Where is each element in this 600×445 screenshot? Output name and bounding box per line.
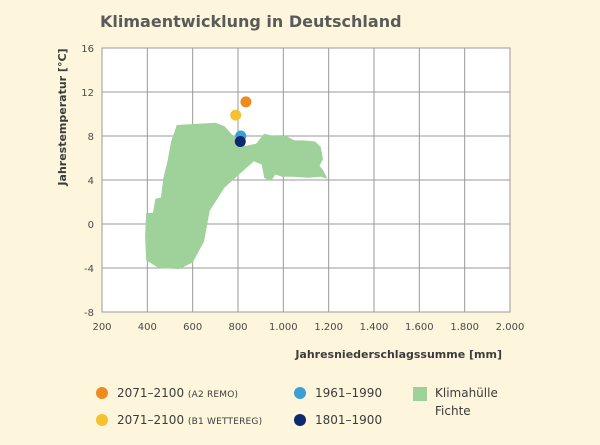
y-tick-label: 0	[88, 220, 94, 231]
y-axis-title: Jahrestemperatur [°C]	[56, 48, 69, 186]
y-tick-label: -8	[84, 308, 94, 319]
climate-envelope-area	[145, 122, 328, 270]
data-point-3	[234, 136, 246, 147]
axis-tick-labels: 200 400 600 800 1.000 1.200 1.400 1.600 1.800 2.0…	[81, 44, 524, 333]
y-tick-label: 4	[88, 176, 94, 187]
y-tick-label: -4	[84, 264, 94, 275]
data-point-0	[240, 96, 252, 108]
klimahuelle-fichte-area	[145, 122, 328, 270]
x-tick-label: 400	[138, 322, 157, 333]
x-tick-label: 1.200	[314, 322, 343, 333]
x-tick-label: 1.600	[405, 322, 434, 333]
x-tick-label: 600	[183, 322, 202, 333]
x-tick-label: 1.800	[450, 322, 479, 333]
x-tick-label: 800	[228, 322, 247, 333]
chart-title: Klimaentwicklung in Deutschland	[100, 12, 402, 31]
x-tick-label: 1.400	[360, 322, 389, 333]
x-tick-label: 200	[92, 322, 111, 333]
y-tick-label: 12	[81, 88, 94, 99]
y-tick-label: 16	[81, 44, 94, 55]
data-points	[230, 96, 252, 147]
x-axis-title: Jahresniederschlagssumme [mm]	[294, 348, 502, 361]
x-tick-label: 2.000	[496, 322, 525, 333]
y-tick-label: 8	[88, 132, 94, 143]
x-tick-label: 1.000	[269, 322, 298, 333]
data-point-1	[230, 109, 242, 121]
